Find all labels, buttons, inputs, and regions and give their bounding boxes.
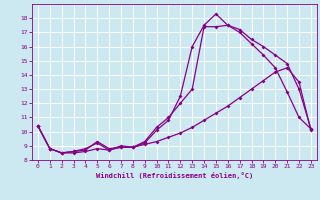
X-axis label: Windchill (Refroidissement éolien,°C): Windchill (Refroidissement éolien,°C) [96,172,253,179]
